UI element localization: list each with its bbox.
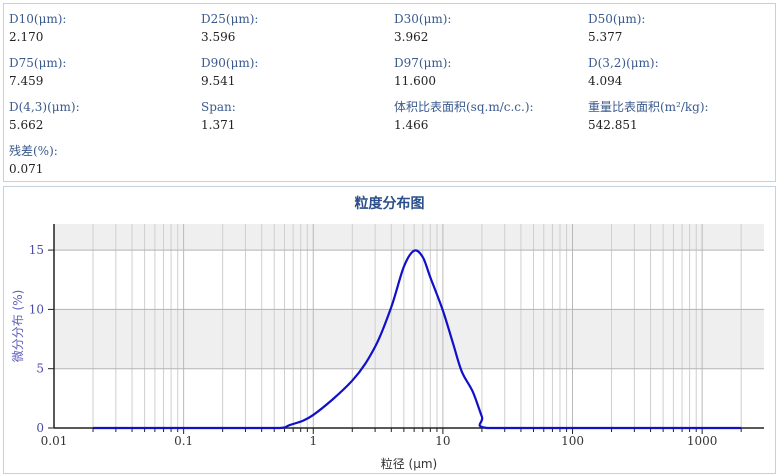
stat-label: D(3,2)(μm): [588,56,659,70]
stat-label: 重量比表面积(m²/kg): [588,100,709,114]
stat-item: 残差(%): 0.071 [9,142,58,178]
stat-value: 7.459 [9,74,44,88]
stat-value: 0.071 [9,162,44,176]
x-tick-label: 0.01 [41,434,68,448]
stat-item: D(4,3)(μm): 5.662 [9,98,80,134]
stat-value: 3.596 [201,30,236,44]
x-tick-label: 10 [435,434,450,448]
stat-value: 2.170 [9,30,44,44]
stat-label: 残差(%): [9,144,58,158]
stat-value: 1.371 [201,118,236,132]
grid-band [54,309,764,369]
stat-item: D30(μm): 3.962 [394,10,451,46]
grid-band [54,368,764,428]
y-axis-label: 微分分布 (%) [11,290,25,363]
stat-item: D(3,2)(μm): 4.094 [588,54,659,90]
stat-label: D10(μm): [9,12,67,26]
stat-label: D(4,3)(μm): [9,100,80,114]
stat-item: D75(μm): 7.459 [9,54,66,90]
stat-label: 体积比表面积(sq.m/c.c.): [394,100,534,114]
stat-item: D90(μm): 9.541 [201,54,258,90]
stat-item: D25(μm): 3.596 [201,10,258,46]
stat-value: 542.851 [588,118,638,132]
stat-value: 3.962 [394,30,429,44]
x-tick-label: 100 [561,434,584,448]
stat-label: D50(μm): [588,12,646,26]
statistics-panel: D10(μm): 2.170 D25(μm): 3.596 D30(μm): 3.962 D… [3,3,776,182]
stat-label: D75(μm): [9,56,67,70]
x-axis-label: 粒径 (μm) [381,456,438,471]
stat-item: 体积比表面积(sq.m/c.c.): 1.466 [394,98,534,134]
grid-band [54,224,764,251]
grid-band [54,250,764,310]
stat-item: D10(μm): 2.170 [9,10,66,46]
y-tick-label: 5 [36,362,44,376]
x-tick-label: 1 [309,434,317,448]
stat-value: 5.377 [588,30,623,44]
stat-label: D90(μm): [201,56,259,70]
stat-value: 9.541 [201,74,236,88]
stat-value: 4.094 [588,74,623,88]
stat-item: D50(μm): 5.377 [588,10,645,46]
series-line [93,249,742,430]
y-tick-label: 10 [29,302,44,316]
stat-item: D97(μm): 11.600 [394,54,451,90]
stat-value: 1.466 [394,118,429,132]
chart-title: 粒度分布图 [354,196,425,212]
stat-label: D30(μm): [394,12,452,26]
stat-value: 5.662 [9,118,44,132]
stat-label: D25(μm): [201,12,259,26]
x-tick-label: 1000 [687,434,718,448]
stat-item: 重量比表面积(m²/kg): 542.851 [588,98,709,134]
y-tick-label: 15 [29,243,44,257]
stat-item: Span: 1.371 [201,98,236,134]
stat-label: D97(μm): [394,56,452,70]
stat-label: Span: [201,100,236,114]
stat-value: 11.600 [394,74,436,88]
x-tick-label: 0.1 [174,434,193,448]
y-tick-label: 0 [36,421,44,435]
